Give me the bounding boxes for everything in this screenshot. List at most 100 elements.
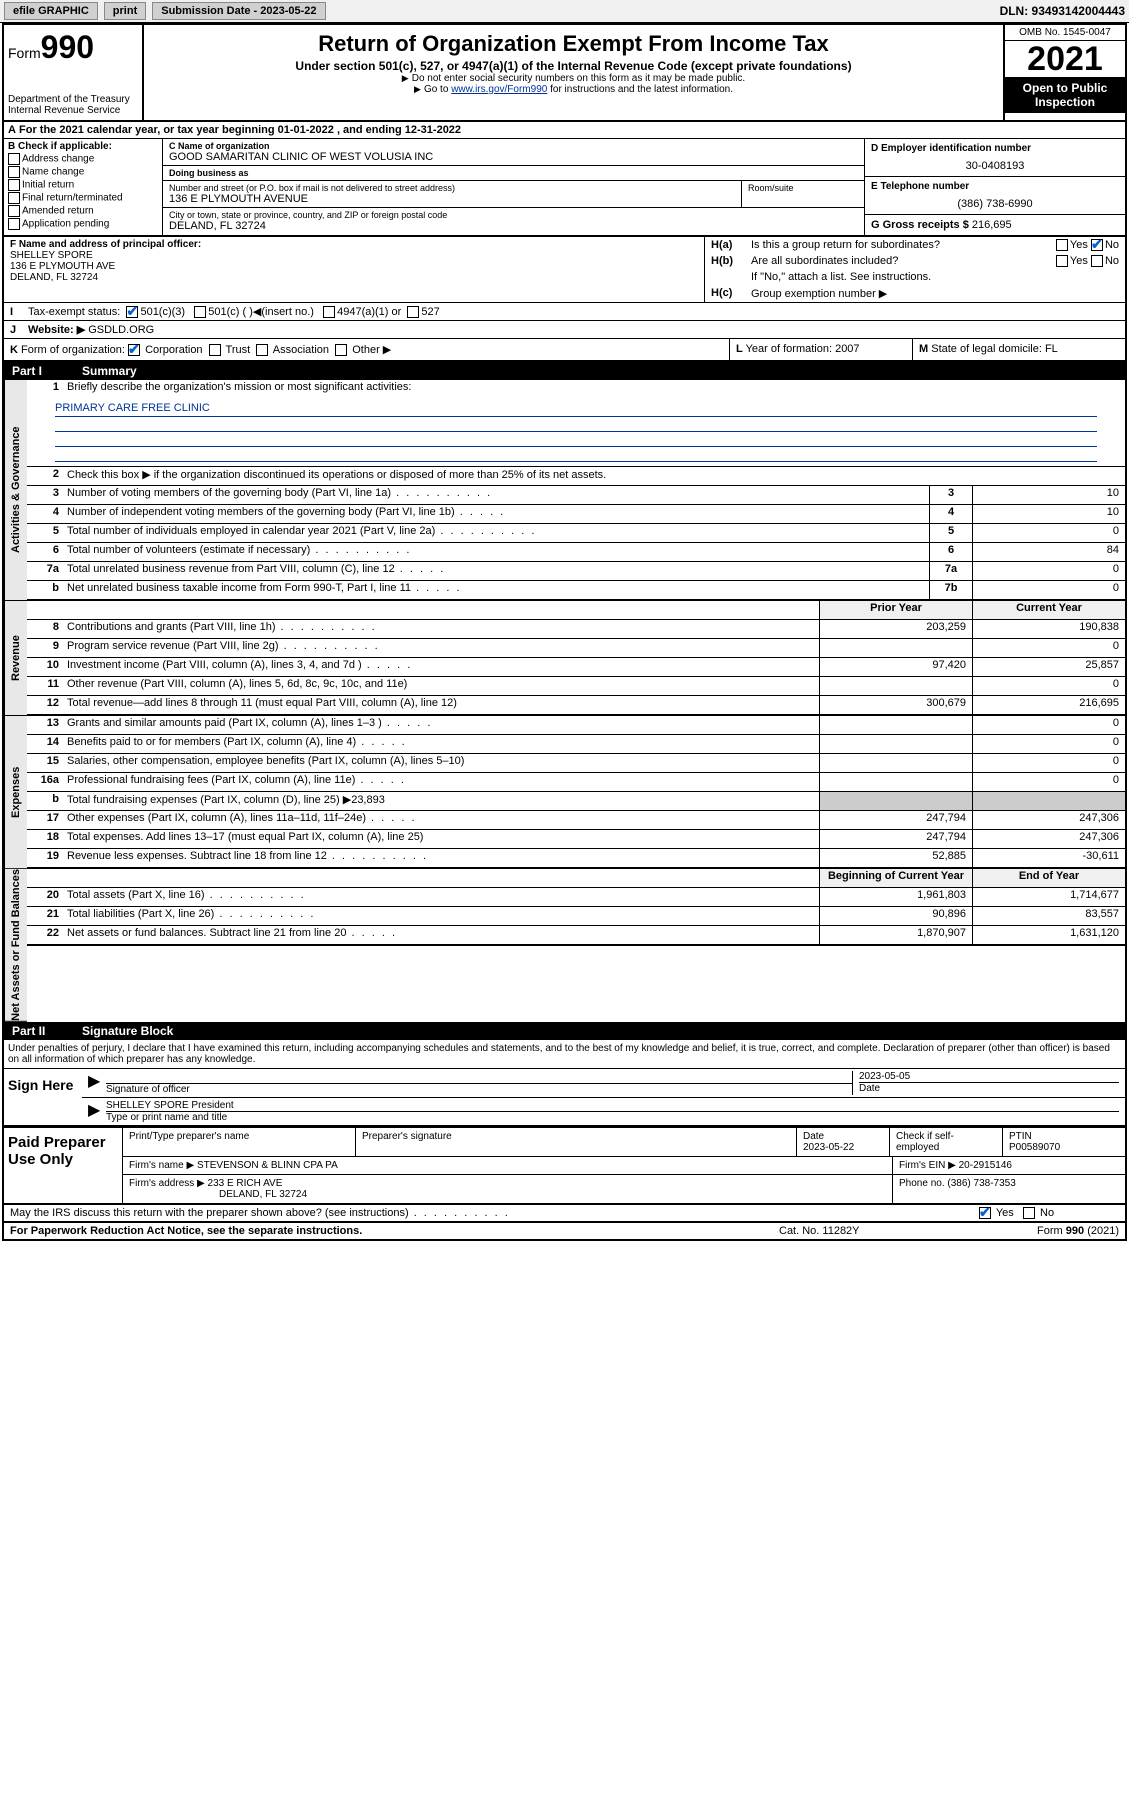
line3-value: 10 bbox=[972, 486, 1125, 504]
firm-ein: Firm's EIN ▶ 20-2915146 bbox=[893, 1157, 1125, 1174]
gross-receipts-box: G Gross receipts $ 216,695 bbox=[865, 215, 1125, 235]
e21: 83,557 bbox=[972, 907, 1125, 925]
p19: 52,885 bbox=[819, 849, 972, 867]
form-number: 990 bbox=[41, 29, 94, 65]
firm-address: Firm's address ▶ 233 E RICH AVEDELAND, F… bbox=[123, 1175, 893, 1203]
c12: 216,695 bbox=[972, 696, 1125, 714]
gross-receipts: 216,695 bbox=[972, 219, 1012, 231]
phone-value: (386) 738-6990 bbox=[871, 198, 1119, 210]
phone-box: E Telephone number (386) 738-6990 bbox=[865, 177, 1125, 215]
officer-name-title: SHELLEY SPORE President bbox=[106, 1100, 1119, 1111]
row-m: M State of legal domicile: FL bbox=[912, 339, 1125, 360]
c18: 247,306 bbox=[972, 830, 1125, 848]
city-box: City or town, state or province, country… bbox=[163, 208, 864, 235]
line7a-value: 0 bbox=[972, 562, 1125, 580]
room-box: Room/suite bbox=[741, 181, 864, 207]
cb-corporation[interactable] bbox=[128, 344, 140, 356]
paid-preparer-label: Paid Preparer Use Only bbox=[4, 1128, 123, 1203]
section-h: H(a) Is this a group return for subordin… bbox=[704, 237, 1125, 302]
row-l: L Year of formation: 2007 bbox=[729, 339, 912, 360]
hdr-beginning: Beginning of Current Year bbox=[819, 869, 972, 887]
c13: 0 bbox=[972, 716, 1125, 734]
ha-yes[interactable] bbox=[1056, 239, 1068, 251]
sig-arrow2-icon: ▶ bbox=[88, 1100, 106, 1123]
b21: 90,896 bbox=[819, 907, 972, 925]
part2-header: Part II Signature Block bbox=[4, 1022, 1125, 1040]
side-net-assets: Net Assets or Fund Balances bbox=[4, 869, 27, 1022]
cb-amended-return[interactable]: Amended return bbox=[8, 205, 158, 217]
prep-self-employed: Check if self-employed bbox=[890, 1128, 1003, 1156]
discuss-no[interactable] bbox=[1023, 1207, 1035, 1219]
tax-year-line: A For the 2021 calendar year, or tax yea… bbox=[4, 122, 1125, 139]
ein-box: D Employer identification number 30-0408… bbox=[865, 139, 1125, 177]
line6-text: Total number of volunteers (estimate if … bbox=[63, 543, 929, 561]
c8: 190,838 bbox=[972, 620, 1125, 638]
hdr-prior: Prior Year bbox=[819, 601, 972, 619]
cb-final-return[interactable]: Final return/terminated bbox=[8, 192, 158, 204]
hdr-end: End of Year bbox=[972, 869, 1125, 887]
cb-trust[interactable] bbox=[209, 344, 221, 356]
cb-application-pending[interactable]: Application pending bbox=[8, 218, 158, 230]
section-b: B Check if applicable: Address change Na… bbox=[4, 139, 163, 235]
e20: 1,714,677 bbox=[972, 888, 1125, 906]
sig-officer-label: Signature of officer bbox=[106, 1084, 190, 1095]
row-i: I Tax-exempt status: 501(c)(3) 501(c) ( … bbox=[4, 303, 1125, 321]
line7b-text: Net unrelated business taxable income fr… bbox=[63, 581, 929, 599]
cb-name-change[interactable]: Name change bbox=[8, 166, 158, 178]
p12: 300,679 bbox=[819, 696, 972, 714]
line7b-value: 0 bbox=[972, 581, 1125, 599]
sig-date-label: Date bbox=[859, 1083, 880, 1094]
c10: 25,857 bbox=[972, 658, 1125, 676]
line4-text: Number of independent voting members of … bbox=[63, 505, 929, 523]
form-header: Form990 Department of the Treasury Inter… bbox=[4, 25, 1125, 122]
cb-other[interactable] bbox=[335, 344, 347, 356]
efile-button[interactable]: efile GRAPHIC bbox=[4, 2, 98, 20]
b20: 1,961,803 bbox=[819, 888, 972, 906]
p9 bbox=[819, 639, 972, 657]
ha-no[interactable] bbox=[1091, 239, 1103, 251]
side-revenue: Revenue bbox=[4, 601, 27, 716]
line5-text: Total number of individuals employed in … bbox=[63, 524, 929, 542]
discuss-yes[interactable] bbox=[979, 1207, 991, 1219]
form-title: Return of Organization Exempt From Incom… bbox=[152, 31, 995, 57]
website-value: GSDLD.ORG bbox=[88, 324, 154, 336]
c16a: 0 bbox=[972, 773, 1125, 791]
cb-501c[interactable] bbox=[194, 306, 206, 318]
side-expenses: Expenses bbox=[4, 716, 27, 869]
print-button[interactable]: print bbox=[104, 2, 146, 20]
firm-phone: Phone no. (386) 738-7353 bbox=[893, 1175, 1125, 1203]
dept-treasury: Department of the Treasury bbox=[8, 94, 138, 105]
c15: 0 bbox=[972, 754, 1125, 772]
city-state-zip: DELAND, FL 32724 bbox=[169, 220, 858, 232]
hb-yes[interactable] bbox=[1056, 255, 1068, 267]
irs-link[interactable]: www.irs.gov/Form990 bbox=[451, 84, 547, 95]
irs-label: Internal Revenue Service bbox=[8, 105, 138, 116]
c17: 247,306 bbox=[972, 811, 1125, 829]
cb-address-change[interactable]: Address change bbox=[8, 153, 158, 165]
row-j: J Website: ▶ GSDLD.ORG bbox=[4, 321, 1125, 339]
prep-ptin: PTINP00589070 bbox=[1003, 1128, 1125, 1156]
tax-year: 2021 bbox=[1005, 41, 1125, 77]
cb-4947[interactable] bbox=[323, 306, 335, 318]
line3-text: Number of voting members of the governin… bbox=[63, 486, 929, 504]
cb-527[interactable] bbox=[407, 306, 419, 318]
mission-text: PRIMARY CARE FREE CLINIC bbox=[55, 402, 1097, 417]
street-address: 136 E PLYMOUTH AVENUE bbox=[169, 193, 735, 205]
form-label: Form bbox=[8, 45, 41, 61]
c19: -30,611 bbox=[972, 849, 1125, 867]
cb-initial-return[interactable]: Initial return bbox=[8, 179, 158, 191]
cb-501c3[interactable] bbox=[126, 306, 138, 318]
goto-prefix: Go to bbox=[414, 84, 451, 95]
line7a-text: Total unrelated business revenue from Pa… bbox=[63, 562, 929, 580]
c11: 0 bbox=[972, 677, 1125, 695]
e22: 1,631,120 bbox=[972, 926, 1125, 944]
firm-name: Firm's name ▶ STEVENSON & BLINN CPA PA bbox=[123, 1157, 893, 1174]
hb-no[interactable] bbox=[1091, 255, 1103, 267]
row-k: K Form of organization: Corporation Trus… bbox=[4, 339, 729, 360]
org-name-box: C Name of organization GOOD SAMARITAN CL… bbox=[163, 139, 864, 166]
cb-association[interactable] bbox=[256, 344, 268, 356]
p18: 247,794 bbox=[819, 830, 972, 848]
goto-suffix: for instructions and the latest informat… bbox=[547, 84, 733, 95]
cat-number: Cat. No. 11282Y bbox=[779, 1225, 959, 1237]
side-activities: Activities & Governance bbox=[4, 380, 27, 601]
